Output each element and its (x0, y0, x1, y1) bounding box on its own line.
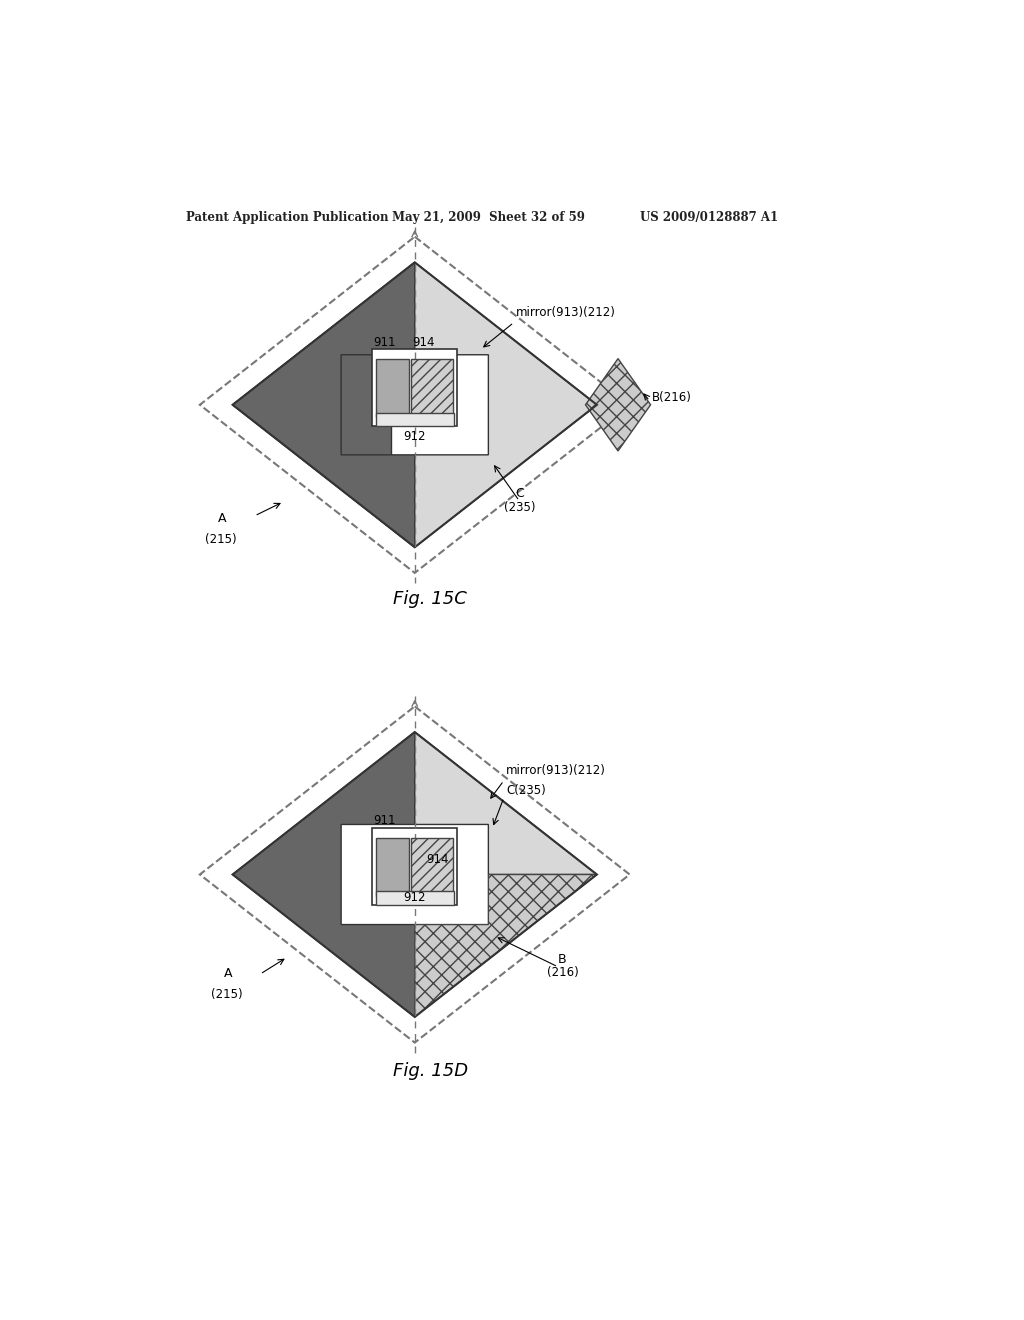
Text: Fig. 15C: Fig. 15C (393, 590, 467, 609)
Text: (215): (215) (211, 989, 243, 1002)
Text: B: B (558, 953, 566, 966)
Polygon shape (232, 263, 415, 548)
Bar (372, 350, 458, 426)
Text: Patent Application Publication: Patent Application Publication (186, 211, 389, 224)
Bar (411, 837, 453, 896)
Text: (235): (235) (504, 502, 536, 513)
Text: 911: 911 (374, 814, 396, 828)
Text: 912: 912 (403, 891, 426, 904)
Text: mirror(913)(212): mirror(913)(212) (506, 764, 606, 777)
Text: 914: 914 (426, 853, 449, 866)
Polygon shape (415, 733, 597, 874)
Polygon shape (415, 874, 597, 1016)
Bar (372, 829, 458, 906)
Text: C: C (515, 487, 524, 500)
Text: US 2009/0128887 A1: US 2009/0128887 A1 (640, 211, 777, 224)
Polygon shape (232, 263, 415, 548)
Text: (216): (216) (547, 966, 579, 979)
Text: B(216): B(216) (652, 391, 692, 404)
Text: 912: 912 (403, 430, 426, 444)
Bar (411, 359, 453, 417)
Polygon shape (586, 359, 650, 451)
Text: mirror(913)(212): mirror(913)(212) (515, 306, 615, 319)
Text: C(235): C(235) (506, 784, 546, 797)
Text: Fig. 15D: Fig. 15D (392, 1061, 468, 1080)
Polygon shape (232, 733, 415, 1016)
Text: A: A (218, 512, 226, 524)
Bar (376, 837, 409, 896)
Text: 914: 914 (413, 335, 435, 348)
Bar (376, 359, 409, 417)
Text: (215): (215) (205, 533, 237, 546)
Polygon shape (415, 263, 597, 548)
Bar (376, 891, 454, 906)
Bar (376, 412, 454, 426)
Text: May 21, 2009  Sheet 32 of 59: May 21, 2009 Sheet 32 of 59 (391, 211, 585, 224)
Text: A: A (223, 968, 232, 979)
Text: 911: 911 (374, 335, 396, 348)
